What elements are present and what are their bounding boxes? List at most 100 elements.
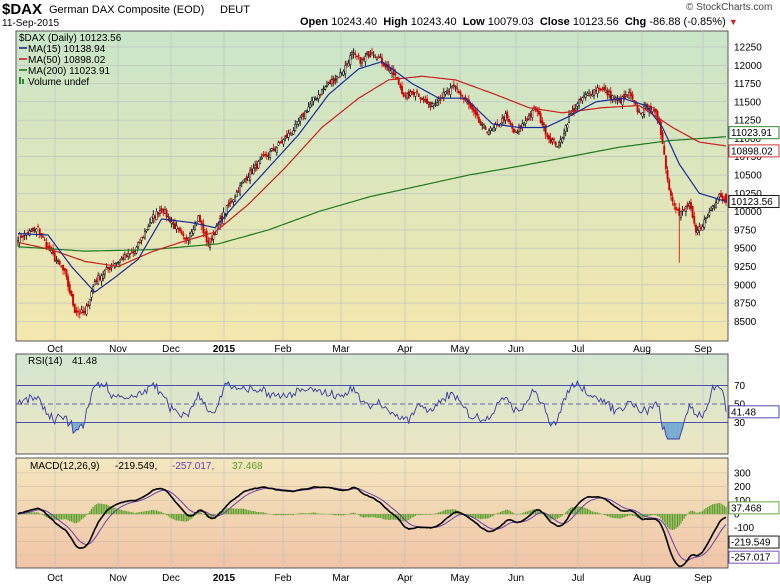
macd-hist-bar	[708, 505, 710, 515]
macd-hist-bar	[37, 512, 39, 515]
macd-tick-label: 200	[734, 482, 751, 493]
candle-body	[67, 276, 70, 287]
macd-hist-bar	[75, 514, 78, 524]
x-tick-label: Mar	[332, 573, 350, 584]
candle-body	[509, 122, 512, 125]
candle-body	[170, 221, 173, 224]
macd-hist-bar	[321, 513, 323, 515]
candle-body	[412, 91, 415, 95]
macd-hist-bar	[635, 514, 637, 517]
candle-body	[407, 91, 410, 99]
macd-hist-bar	[291, 514, 293, 516]
macd-hist-bar	[384, 514, 386, 520]
macd-hist-bar	[416, 514, 418, 516]
macd-hist-bar	[35, 512, 37, 515]
macd-hist-bar	[618, 514, 620, 519]
candle-body	[578, 99, 581, 107]
candle-body	[212, 234, 215, 240]
candle-body	[309, 103, 312, 108]
macd-hist-bar	[723, 505, 725, 515]
legend-label: Volume undef	[28, 77, 89, 88]
macd-hist-bar	[451, 509, 453, 515]
macd-hist-bar	[685, 514, 687, 517]
macd-hist-bar	[484, 514, 487, 519]
candle-body	[379, 56, 382, 58]
y-tick-label: 9750	[734, 225, 757, 236]
candle-body	[332, 77, 335, 84]
macd-hist-bar	[353, 512, 355, 515]
macd-hist-bar	[241, 508, 243, 515]
macd-hist-bar	[503, 510, 505, 515]
candle-body	[409, 91, 412, 96]
macd-hist-bar	[32, 512, 34, 515]
macd-hist-bar	[109, 506, 111, 515]
candle-body	[539, 112, 542, 123]
macd-hist-bar	[277, 514, 280, 516]
candle-body	[603, 86, 606, 91]
candle-body	[123, 254, 126, 261]
macd-hist-bar	[161, 512, 163, 515]
candle-body	[33, 229, 36, 231]
candle-body	[207, 240, 210, 246]
candle-body	[252, 168, 255, 174]
macd-hist-bar	[82, 514, 84, 519]
candle-body	[364, 56, 367, 62]
macd-hist-bar	[57, 514, 59, 520]
macd-hist-bar	[401, 514, 403, 522]
open-value: 10243.40	[331, 16, 378, 28]
macd-hist-bar	[306, 513, 308, 515]
candle-body	[611, 95, 614, 101]
candle-body	[108, 266, 111, 270]
macd-hist-bar	[568, 508, 570, 515]
candle-body	[38, 228, 41, 235]
candle-body	[347, 62, 350, 67]
macd-hist-bar	[112, 507, 114, 515]
macd-hist-bar	[429, 514, 432, 515]
candle-body	[396, 76, 398, 79]
candle-body	[339, 72, 342, 78]
macd-hist-bar	[164, 513, 166, 515]
macd-hist-bar	[130, 512, 133, 515]
candle-body	[489, 127, 492, 132]
candle-body	[452, 84, 455, 87]
macd-hist-bar	[276, 514, 278, 516]
macd-hist-bar	[623, 514, 625, 518]
macd-hist-bar	[383, 514, 385, 520]
candle-body	[628, 91, 631, 99]
macd-hist-bar	[378, 514, 380, 519]
macd-hist-bar	[702, 510, 704, 515]
open-label: Open	[300, 16, 329, 28]
macd-hist-bar	[668, 514, 670, 529]
macd-tick-label: 0	[734, 510, 740, 521]
price-panel	[15, 30, 729, 342]
candle-body	[654, 108, 657, 113]
macd-hist-bar	[413, 514, 415, 517]
candle-body	[564, 125, 567, 132]
candle-body	[367, 51, 370, 58]
candle-body	[633, 99, 636, 102]
candle-body	[73, 303, 76, 313]
candle-body	[629, 92, 632, 96]
macd-hist-bar	[281, 514, 283, 516]
rsi-oversold-area	[667, 422, 670, 439]
macd-hist-bar	[403, 514, 405, 522]
candle-body	[102, 274, 105, 279]
candle-body	[703, 219, 706, 228]
macd-hist-bar	[593, 511, 595, 515]
svg-text:-257.017: -257.017	[731, 553, 771, 564]
candle-body	[472, 108, 475, 112]
candle-body	[255, 163, 258, 170]
candle-body	[444, 91, 447, 95]
candle-body	[706, 215, 709, 218]
macd-hist-bar	[135, 512, 138, 515]
macd-hist-bar	[204, 514, 206, 516]
x-tick-label: Oct	[47, 573, 63, 584]
macd-hist-bar	[658, 514, 660, 517]
macd-hist-bar	[441, 511, 443, 515]
close-value: 10123.56	[572, 16, 619, 28]
candle-body	[167, 215, 170, 218]
candle-body	[446, 90, 449, 93]
macd-hist-bar	[177, 514, 179, 521]
candle-body	[329, 80, 332, 84]
candle-body	[60, 265, 63, 268]
